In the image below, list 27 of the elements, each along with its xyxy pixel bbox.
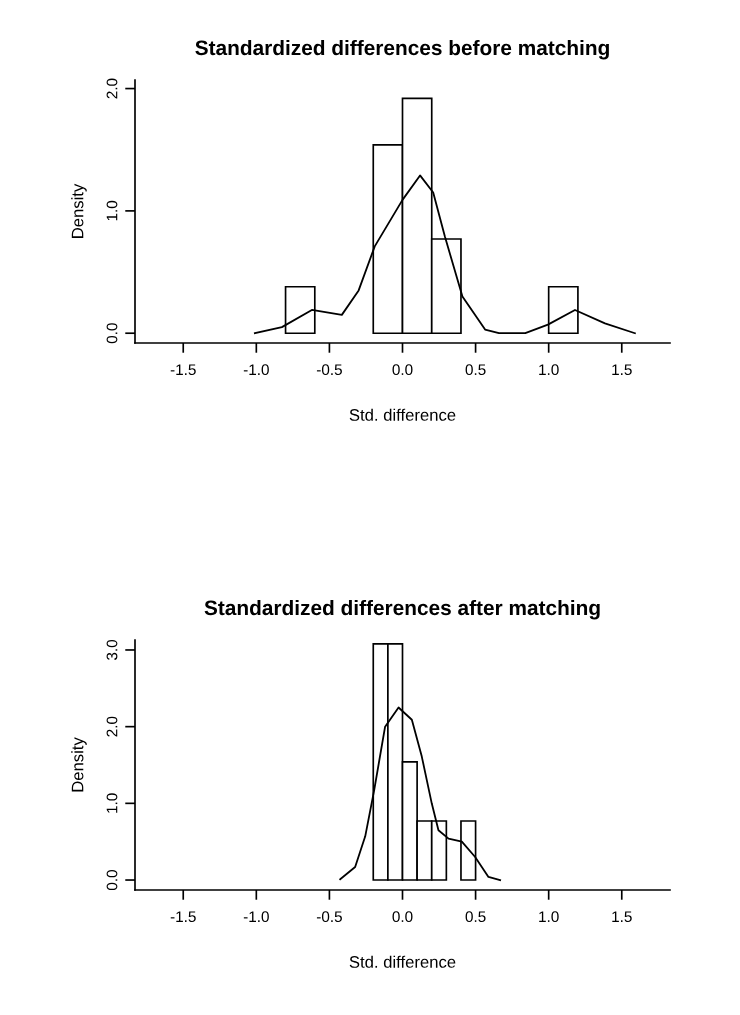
y-tick-label: 2.0 [106, 78, 118, 99]
x-tick-label: 1.5 [612, 911, 632, 923]
x-tick-label: 0.0 [392, 911, 413, 923]
x-axis-title: Std. difference [349, 955, 456, 968]
x-tick-label: 1.0 [539, 911, 559, 923]
x-tick-label: -0.5 [316, 364, 342, 376]
x-tick-label: 0.0 [392, 364, 413, 376]
y-tick-label: 0.0 [106, 870, 118, 891]
x-tick-label: -1.5 [170, 911, 196, 923]
y-tick-label: 0.0 [106, 323, 118, 344]
x-tick-label: 0.5 [465, 911, 486, 923]
x-tick-label: 1.5 [612, 364, 632, 376]
x-axis-title: Std. difference [349, 408, 456, 421]
x-tick-label: 0.5 [465, 364, 486, 376]
x-tick-label: -0.5 [316, 911, 342, 923]
y-tick-label: 1.0 [106, 793, 118, 813]
y-axis-title: Density [71, 737, 87, 792]
chart-title: Standardized differences after matching [204, 599, 600, 620]
y-axis-title: Density [71, 183, 87, 238]
y-tick-label: 2.0 [106, 716, 118, 737]
y-tick-label: 1.0 [106, 200, 118, 221]
x-tick-label: -1.0 [243, 911, 269, 923]
x-tick-label: 1.0 [539, 364, 559, 376]
x-tick-label: -1.0 [243, 364, 269, 376]
y-tick-label: 3.0 [106, 639, 118, 660]
chart-title: Standardized differences before matching [195, 39, 609, 60]
x-tick-label: -1.5 [170, 364, 196, 376]
